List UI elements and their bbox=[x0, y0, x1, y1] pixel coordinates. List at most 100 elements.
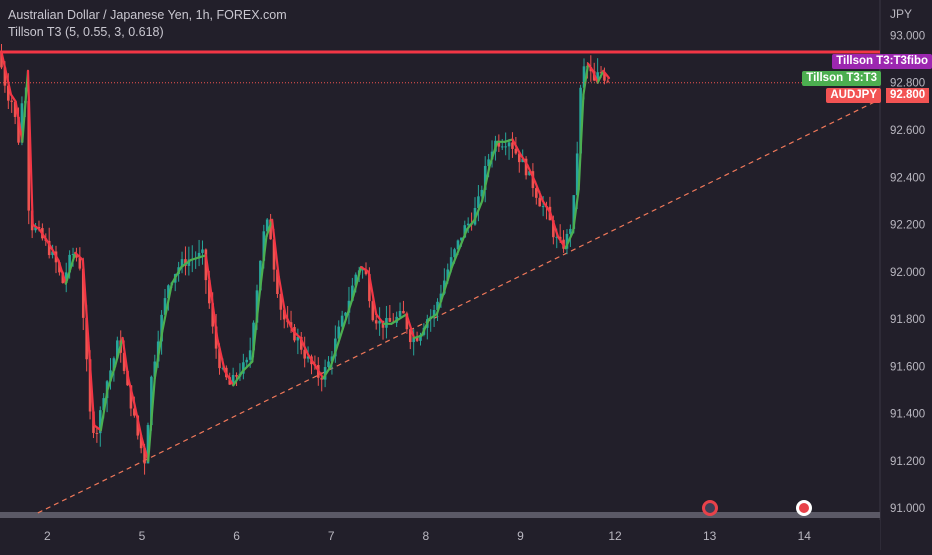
candle-body bbox=[248, 350, 252, 360]
t3fibo-label[interactable]: Tillson T3:T3fibo bbox=[832, 54, 932, 69]
t3-line-segment bbox=[31, 223, 41, 231]
candle-body bbox=[538, 197, 542, 207]
time-tick-label: 2 bbox=[44, 529, 51, 543]
candle-body bbox=[514, 148, 518, 154]
candle-body bbox=[299, 337, 303, 350]
t3-line-segment bbox=[488, 140, 499, 167]
time-tick-label: 14 bbox=[798, 529, 812, 543]
candle-body bbox=[262, 231, 266, 261]
candle-body bbox=[606, 80, 610, 82]
t3-line-segment bbox=[147, 377, 156, 463]
t3-line-segment bbox=[314, 365, 325, 380]
time-tick-label: 12 bbox=[608, 529, 622, 543]
t3-line-segment bbox=[113, 336, 124, 368]
t3-line-segment bbox=[390, 317, 401, 325]
candle-body bbox=[446, 269, 450, 281]
candle-body bbox=[150, 376, 153, 426]
t3-label[interactable]: Tillson T3:T3 bbox=[802, 71, 881, 86]
candle-body bbox=[95, 432, 99, 434]
candle-body bbox=[85, 317, 88, 360]
time-tick-label: 9 bbox=[517, 529, 524, 543]
t3-line-segment bbox=[329, 341, 340, 368]
candle-body bbox=[368, 274, 371, 302]
candle-body bbox=[20, 103, 24, 143]
t3-line-segment bbox=[344, 294, 355, 321]
t3-line-segment bbox=[232, 369, 244, 387]
t3-line-segment bbox=[38, 228, 50, 245]
t3-line-segment bbox=[602, 69, 611, 80]
candle-body bbox=[153, 361, 157, 377]
candle-body bbox=[541, 206, 545, 208]
candle-body bbox=[167, 285, 170, 299]
t3-line-segment bbox=[591, 69, 599, 84]
t3-line-segment bbox=[473, 199, 484, 221]
candle-body bbox=[402, 310, 405, 314]
candle-body bbox=[58, 262, 61, 273]
candle-body bbox=[565, 233, 569, 249]
t3-line-segment bbox=[299, 336, 310, 356]
candle-body bbox=[122, 352, 126, 371]
candle-body bbox=[252, 322, 255, 351]
candle-body bbox=[197, 252, 201, 259]
candle-body bbox=[419, 334, 422, 341]
candle-body bbox=[334, 338, 337, 357]
time-axis bbox=[0, 520, 880, 550]
candle-body bbox=[408, 329, 412, 343]
candle-body bbox=[255, 290, 259, 323]
t3-line-segment bbox=[26, 69, 34, 226]
candle-body bbox=[265, 219, 269, 232]
candles bbox=[0, 44, 610, 475]
candle-body bbox=[180, 259, 184, 268]
candle-body bbox=[436, 301, 439, 310]
news-event-icon[interactable] bbox=[796, 500, 813, 516]
price-tick-label: 92.800 bbox=[890, 78, 925, 90]
candle-body bbox=[582, 66, 586, 88]
candle-body bbox=[351, 285, 354, 301]
price-tick-label: 91.200 bbox=[890, 456, 925, 468]
time-tick-label: 8 bbox=[422, 529, 429, 543]
candle-body bbox=[282, 309, 286, 320]
t3-line-segment bbox=[99, 388, 109, 432]
t3-line-segment bbox=[271, 218, 280, 278]
candle-body bbox=[160, 314, 163, 342]
symbol-label[interactable]: AUDJPY bbox=[826, 88, 881, 103]
candle-body bbox=[116, 340, 119, 359]
t3-line-segment bbox=[481, 164, 491, 203]
t3-line-segment bbox=[428, 313, 438, 321]
candle-body bbox=[371, 301, 375, 321]
candle-body bbox=[500, 146, 504, 148]
time-tick-label: 13 bbox=[703, 529, 717, 543]
earnings-event-icon[interactable] bbox=[701, 500, 718, 516]
candle-body bbox=[460, 237, 463, 241]
t3-line-segment bbox=[161, 282, 173, 333]
candle-body bbox=[330, 356, 334, 362]
t3-line-segment bbox=[180, 258, 192, 269]
candle-body bbox=[596, 72, 599, 81]
candle-body bbox=[231, 375, 235, 385]
t3-line-segment bbox=[359, 265, 370, 273]
price-tick-label: 92.400 bbox=[890, 172, 925, 184]
candle-body bbox=[528, 171, 531, 176]
candle-body bbox=[88, 359, 92, 412]
t3-line-segment bbox=[564, 230, 575, 250]
candle-body bbox=[34, 226, 37, 231]
candle-body bbox=[603, 72, 606, 81]
t3-line-segment bbox=[582, 62, 590, 96]
candle-body bbox=[184, 259, 187, 266]
candle-body bbox=[405, 313, 409, 330]
t3-line-segment bbox=[257, 235, 268, 302]
price-tick-label: 91.400 bbox=[890, 409, 925, 421]
candle-body bbox=[524, 158, 528, 176]
time-tick-label: 6 bbox=[233, 529, 240, 543]
candle-body bbox=[507, 142, 511, 147]
candle-body bbox=[415, 336, 419, 341]
t3-line-segment bbox=[153, 329, 164, 380]
t3-line-segment bbox=[322, 365, 332, 380]
candle-body bbox=[272, 239, 276, 270]
candle-body bbox=[412, 336, 415, 343]
candle-body bbox=[388, 317, 392, 322]
t3-line-segment bbox=[127, 377, 136, 403]
t3-line-segment bbox=[587, 62, 594, 73]
